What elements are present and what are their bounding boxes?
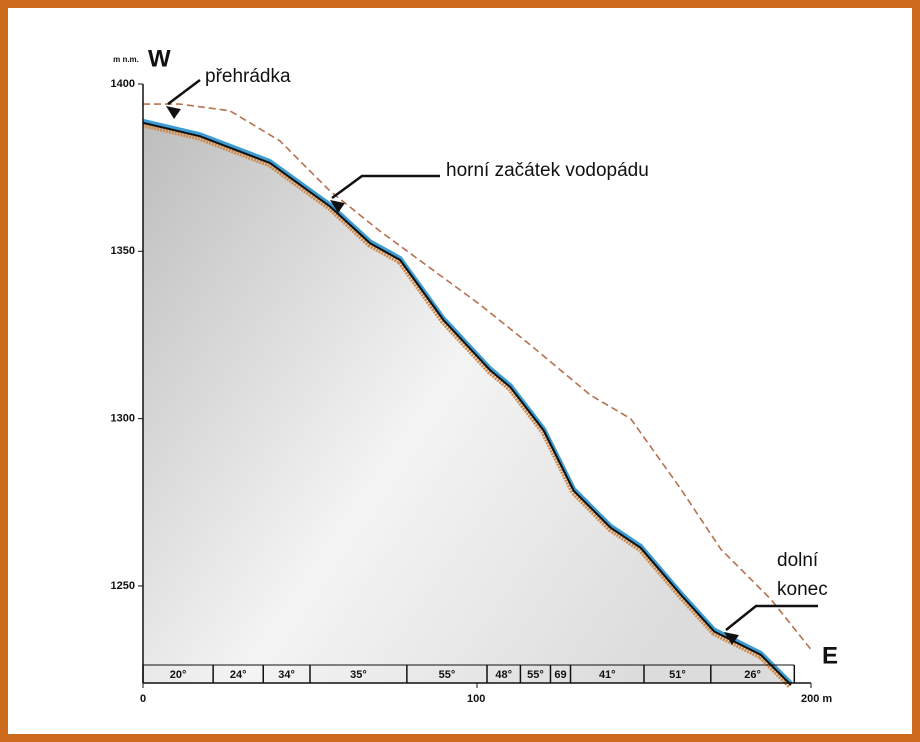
section-label: 51° <box>669 669 686 681</box>
terrain-area <box>143 121 791 683</box>
x-tick-label: 200 m <box>801 693 832 705</box>
y-tick-label: 1350 <box>111 245 135 257</box>
section-label: 34° <box>278 669 295 681</box>
annotation-arrow <box>726 606 818 630</box>
section-label: 35° <box>350 669 367 681</box>
y-tick-label: 1300 <box>111 413 135 425</box>
chart: W E m n.m. 1400 1350 1300 1250 0 100 200 m 20° 2… <box>8 8 912 734</box>
annotation: dolní <box>777 550 819 571</box>
y-tick-label: 1250 <box>111 580 135 592</box>
section-label: 24° <box>230 669 247 681</box>
section-label: 69 <box>554 669 566 681</box>
section-label: 48° <box>495 669 512 681</box>
y-tick-label: 1400 <box>111 78 135 90</box>
annotation-arrow <box>168 80 200 104</box>
section-label: 55° <box>439 669 456 681</box>
annotation-arrow <box>332 176 440 198</box>
annotation: horní začátek vodopádu <box>446 160 649 181</box>
section-label: 26° <box>744 669 761 681</box>
x-tick-label: 100 <box>467 693 485 705</box>
page-frame: W E m n.m. 1400 1350 1300 1250 0 100 200 m 20° 2… <box>0 0 920 742</box>
x-tick-label: 0 <box>140 693 146 705</box>
annotation: konec <box>777 579 828 600</box>
west-label: W <box>148 45 171 72</box>
section-label: 41° <box>599 669 616 681</box>
section-label: 55° <box>527 669 544 681</box>
y-unit: m n.m. <box>113 55 139 64</box>
section-label: 20° <box>170 669 187 681</box>
annotation: přehrádka <box>205 66 291 87</box>
east-label: E <box>822 642 838 669</box>
